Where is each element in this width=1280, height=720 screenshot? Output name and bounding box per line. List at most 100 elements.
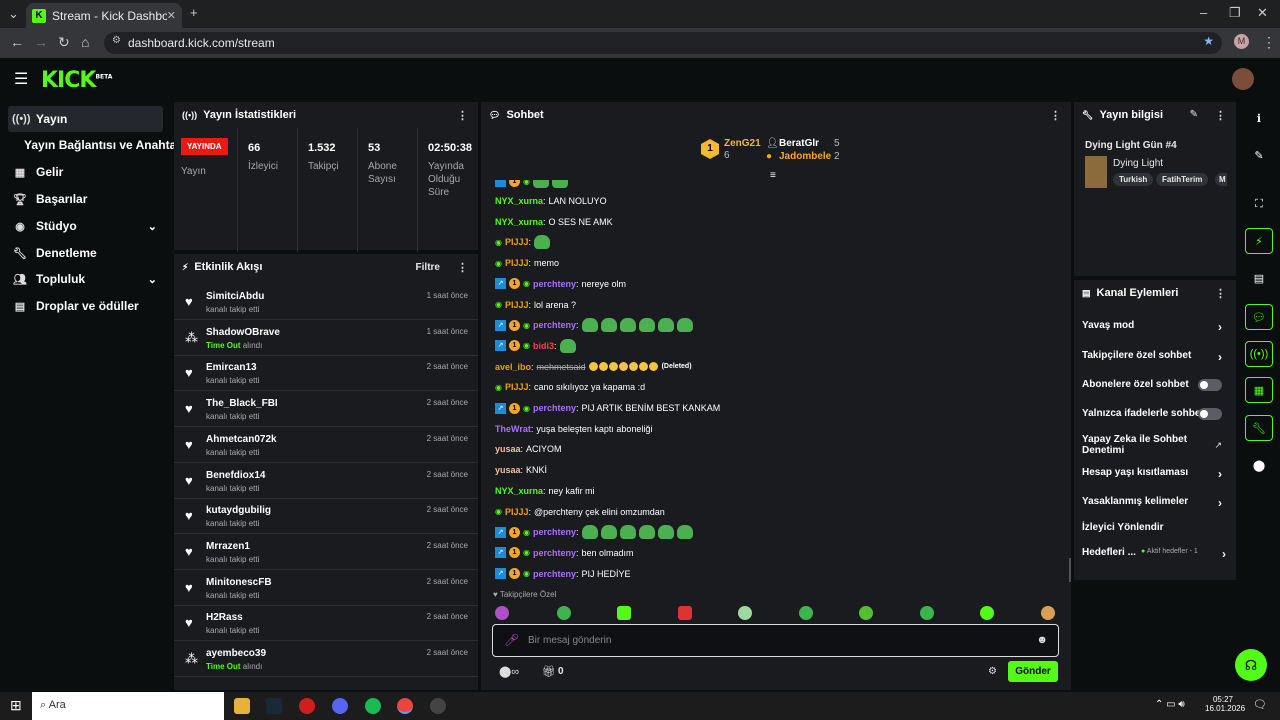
event-username[interactable]: H2Rass xyxy=(206,612,243,624)
chat-username[interactable]: NYX_xurna xyxy=(495,196,544,206)
chat-scrollbar[interactable] xyxy=(1069,558,1071,582)
chat-username[interactable]: perchteny xyxy=(532,320,576,331)
opera-icon[interactable] xyxy=(299,698,315,714)
nav-item-gelir[interactable]: ▦ Gelir xyxy=(8,159,163,185)
chat-message[interactable]: ◉ PIJJJ: memo xyxy=(495,254,559,272)
nav-item-droplar[interactable]: ▤ Droplar ve ödüller xyxy=(8,293,163,319)
emote-icon[interactable] xyxy=(980,606,994,620)
tag-chip[interactable]: FatihTerim xyxy=(1156,173,1209,186)
edit-icon[interactable]: ✎ xyxy=(1254,149,1264,162)
action-slow-mode[interactable]: Yavaş mod › xyxy=(1074,320,1236,336)
event-row[interactable]: ⁂ ShadowOBrave Time Out alındı 1 saat önce xyxy=(174,320,478,356)
spotify-icon[interactable] xyxy=(365,698,381,714)
chat-username[interactable]: NYX_xurna xyxy=(495,216,544,227)
kick-logo[interactable]: KICKBETA xyxy=(41,68,113,93)
close-tab-icon[interactable]: ✕ xyxy=(166,10,176,22)
chat-message[interactable]: yusaa: KNKİ xyxy=(495,461,547,479)
leader-name[interactable]: BeratGlr xyxy=(779,138,820,149)
emote-icon[interactable] xyxy=(617,606,631,620)
chat-message[interactable]: NYX_xurna: ney kafir mi xyxy=(495,482,595,500)
info-icon[interactable]: ℹ xyxy=(1256,112,1262,125)
clock[interactable]: 05:27 16.01.2026 xyxy=(1205,695,1246,713)
close-window-icon[interactable]: ✕ xyxy=(1257,5,1268,20)
action-account-age[interactable]: Hesap yaşı kısıtlaması › xyxy=(1074,467,1236,483)
url-input[interactable]: ⚙ dashboard.kick.com/stream ★ xyxy=(104,32,1222,54)
settings-gear-icon[interactable]: ⚙ xyxy=(988,666,997,677)
chat-input-box[interactable]: 🎤︎ Bir mesaj gönderin ☻ xyxy=(492,624,1059,657)
nav-item-stream-key[interactable]: Yayın Bağlantısı ve Anahtarı xyxy=(20,132,184,158)
leader-name[interactable]: ZenG21 xyxy=(724,138,761,149)
emote-icon[interactable] xyxy=(799,606,813,620)
chrome-icon[interactable] xyxy=(397,698,413,714)
chat-username[interactable]: TheWrat xyxy=(495,423,531,434)
edit-pencil-icon[interactable]: ✎ xyxy=(1189,109,1198,120)
nav-item-basarilar[interactable]: 🏆︎ Başarılar xyxy=(8,186,163,212)
nav-item-topluluk[interactable]: 👥︎ Topluluk ⌄ xyxy=(8,266,163,292)
chat-message[interactable]: ↗ 1 ◉ perchteny: nereye olm xyxy=(495,275,626,293)
system-tray-icons[interactable]: ⌃ ▭ 🔊︎ xyxy=(1155,699,1185,710)
chat-username[interactable]: perchteny xyxy=(532,403,576,413)
crop-icon[interactable]: ⛶ xyxy=(1255,197,1263,210)
event-row[interactable]: ♥ Emircan13 kanalı takip etti 2 saat önce xyxy=(174,355,478,392)
browser-menu-icon[interactable]: ⋮ xyxy=(1262,34,1276,50)
event-row[interactable]: ♥ MinitonescFB kanalı takip etti 2 saat önc… xyxy=(174,570,478,606)
action-goals[interactable]: Hedefleri ... ● Aktif hedefler - 1 › xyxy=(1074,547,1236,563)
action-followers-only[interactable]: Takipçilere özel sohbet › xyxy=(1074,350,1236,366)
chat-message[interactable]: ↗ 1 ◉ perchteny: ben olmadım xyxy=(495,544,634,562)
file-explorer-icon[interactable] xyxy=(234,698,250,714)
event-row[interactable]: ♥ H2Rass kanalı takip etti 2 saat önce xyxy=(174,605,478,642)
new-tab-icon[interactable]: + xyxy=(190,5,198,20)
steam-icon[interactable] xyxy=(266,698,282,714)
nav-item-denetleme[interactable]: 🔧︎ Denetleme xyxy=(8,240,163,266)
chat-username[interactable]: PIJJJ xyxy=(504,506,529,517)
lightning-icon[interactable]: ⚡︎ xyxy=(1245,228,1273,254)
browser-tab[interactable]: K Stream - Kick Dashboard ✕ xyxy=(26,3,182,28)
emote-icon[interactable] xyxy=(1041,606,1055,620)
minimize-icon[interactable]: – xyxy=(1200,5,1208,20)
leader-name[interactable]: Jadombele xyxy=(779,151,832,162)
chat-username[interactable]: PIJJJ xyxy=(504,258,529,269)
emoji-picker-icon[interactable]: ☻ xyxy=(1036,634,1048,646)
nav-item-studyo[interactable]: ◉ Stüdyo ⌄ xyxy=(8,213,163,239)
points-icon[interactable]: ⬤∞ xyxy=(499,666,520,678)
more-options-icon[interactable]: ⋮ xyxy=(1215,110,1226,122)
wrench-rail-icon[interactable]: 🔧︎ xyxy=(1245,415,1273,441)
emote-icon[interactable] xyxy=(738,606,752,620)
chat-username[interactable]: avel_ibo xyxy=(495,361,532,372)
chat-username[interactable]: PIJJJ xyxy=(504,299,529,310)
chat-username[interactable]: PIJJJ xyxy=(504,382,529,393)
event-row[interactable]: ♥ Mrrazen1 kanalı takip etti 2 saat önce xyxy=(174,534,478,570)
chat-message[interactable]: NYX_xurna: LAN NOLUYO xyxy=(495,192,607,210)
tag-chip[interactable]: M xyxy=(1215,173,1227,186)
chat-username[interactable]: bidi3 xyxy=(532,340,554,351)
windows-start-icon[interactable]: ⊞ xyxy=(10,697,22,713)
broadcast-rail-icon[interactable]: ((•)) xyxy=(1245,341,1273,367)
event-row[interactable]: ♥ SimitciAbdu kanalı takip etti 1 saat önce xyxy=(174,284,478,320)
mic-icon[interactable]: 🎤︎ xyxy=(504,633,520,647)
send-button[interactable]: Gönder xyxy=(1008,661,1058,682)
bookmark-star-icon[interactable]: ★ xyxy=(1203,34,1214,48)
reload-icon[interactable]: ↻ xyxy=(58,34,70,50)
more-options-icon[interactable]: ⋮ xyxy=(1050,110,1061,122)
chat-username[interactable]: NYX_xurna xyxy=(495,485,544,496)
taskbar-search[interactable]: ⌕ Ara xyxy=(32,692,224,720)
chat-message[interactable]: ↗ 1 ◉ perchteny: PIJ HEDİYE xyxy=(495,565,631,583)
emote-icon[interactable] xyxy=(859,606,873,620)
event-username[interactable]: ayembeco39 xyxy=(206,648,267,659)
chat-message[interactable]: ↗ 1 ◉ perchteny: xyxy=(495,316,696,334)
event-row[interactable]: ♥ The_Black_FBI kanalı takip etti 2 saat ön… xyxy=(174,391,478,428)
home-icon[interactable]: ⌂ xyxy=(81,34,90,50)
more-options-icon[interactable]: ⋮ xyxy=(1215,288,1226,300)
expand-leaderboard-icon[interactable]: ≡ xyxy=(770,170,776,181)
event-username[interactable]: Benefdiox14 xyxy=(206,469,266,481)
event-row[interactable]: ♥ Benefdiox14 kanalı takip etti 2 saat önce xyxy=(174,463,478,499)
chat-message[interactable]: ↗ 1 ◉ perchteny: xyxy=(495,523,696,541)
chat-message[interactable]: ◉ PIJJJ: xyxy=(495,233,553,251)
chat-username[interactable]: yusaa xyxy=(495,465,521,476)
nav-item-yayin[interactable]: ((•)) Yayın xyxy=(8,106,163,132)
event-username[interactable]: The_Black_FBI xyxy=(206,398,278,410)
emote-icon[interactable] xyxy=(557,606,571,620)
chat-message[interactable]: ↗ 1 ◉ perchteny: PIJ ARTIK BENİM BEST KANKAM xyxy=(495,399,720,417)
forward-icon[interactable]: → xyxy=(34,34,48,50)
action-ai-moderation[interactable]: Yapay Zeka ile Sohbet Denetimi ↗ xyxy=(1074,434,1236,458)
